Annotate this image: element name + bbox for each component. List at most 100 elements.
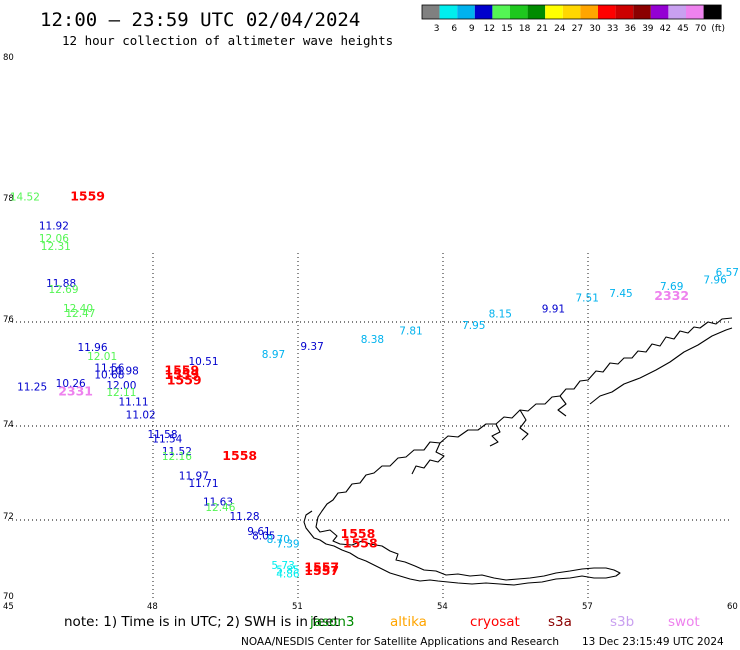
footer-note: note: 1) Time is in UTC; 2) SWH is in fe… [64,614,339,630]
coastline-outer [303,317,733,586]
wave-height-label: 5.73 [271,560,294,572]
cycle-labels: 1559155915591559233123321558155815581557… [58,188,689,578]
matochkin-strait-line [589,327,733,405]
colorbar-swatch [703,5,722,19]
wave-height-label: 12.16 [162,451,192,463]
colorbar-swatch [474,5,493,19]
colorbar-frame [421,4,722,20]
wave-height-label: 11.97 [179,470,209,482]
satellite-legend-jason3: jason3 [309,614,354,630]
colorbar-label: 24 [554,24,566,34]
cycle-label: 2331 [58,384,93,399]
colorbar-swatch [422,5,440,19]
wave-height-label: 7.39 [276,538,299,550]
satellite-legend-s3a: s3a [548,614,572,630]
lat-tick-78: 78 [3,194,14,204]
wave-height-label: 10.98 [109,366,139,378]
bay-outline-1 [411,442,445,475]
wave-height-label: 12.69 [48,284,78,296]
wave-height-label: 12.40 [63,303,93,315]
wave-height-label: 8.38 [361,334,384,346]
satellite-legend-cryosat: cryosat [470,614,520,630]
cycle-label: 1558 [341,526,376,541]
colorbar-swatch [562,5,581,19]
wave-height-label: 12.01 [87,351,117,363]
wave-height-label: 11.52 [162,446,192,458]
cycle-label: 1559 [164,363,199,378]
colorbar-swatch [615,5,634,19]
cycle-label: 1559 [167,373,202,388]
lon-tick-48: 48 [147,602,158,612]
colorbar-swatch [598,5,616,19]
wave-height-label: 11.11 [118,397,148,409]
colorbar-label: 12 [484,24,495,34]
wave-height-label: 4.86 [276,568,300,580]
satellite-legend: jason3 altika cryosat s3a s3b swot [309,614,700,630]
lat-tick-74: 74 [3,420,14,430]
wave-height-label: 5.85 [276,565,299,577]
wave-height-label: 10.26 [56,378,86,390]
wave-height-label: 9.37 [300,341,323,353]
wave-height-label: 7.95 [462,320,485,332]
colorbar-label: 45 [677,24,688,34]
cycle-label: 1557 [304,560,339,575]
colorbar-label: 42 [660,24,671,34]
colorbar-swatch [580,5,598,19]
colorbar-label: 39 [642,24,654,34]
wave-height-label: 8.70 [267,534,290,546]
bay-outline-2 [519,409,529,441]
lat-tick-76: 76 [3,315,14,325]
cycle-label: 1559 [70,188,105,203]
colorbar-label: 30 [589,24,601,34]
wave-height-label: 9.61 [247,526,270,538]
colorbar-label: 15 [501,24,512,34]
colorbar-label: 6 [451,24,457,34]
wave-height-label: 10.51 [188,356,218,368]
wave-height-label: 11.25 [17,381,47,393]
colorbar-label: 3 [434,24,440,34]
wave-height-label: 7.81 [399,326,422,338]
lat-tick-72: 72 [3,512,14,522]
wave-height-label: 11.28 [229,511,259,523]
colorbar-swatch [650,5,669,19]
cycle-label: 1558 [343,535,378,550]
wave-height-label: 11.58 [147,429,177,441]
cycle-label: 1558 [222,448,257,463]
wave-height-label: 11.56 [94,363,124,375]
satellite-legend-altika: altika [390,614,427,630]
wave-height-label: 7.96 [703,274,727,286]
novaya-zemlya-coastline [303,317,733,586]
colorbar-label: 33 [607,24,618,34]
colorbar-label: 36 [624,24,636,34]
wave-height-label: 12.11 [106,387,136,399]
colorbar-swatch [668,5,686,19]
wave-height-label: 8.05 [252,531,275,543]
colorbar-swatch [633,5,651,19]
colorbar-label: 21 [536,24,547,34]
credit-line: NOAA/NESDIS Center for Satellite Applica… [241,636,559,648]
wave-height-label: 11.02 [126,410,156,422]
satellite-legend-s3b: s3b [610,614,634,630]
wave-height-label: 12.46 [205,502,235,514]
colorbar-label: 70 [695,24,707,34]
lon-tick-54: 54 [437,602,448,612]
map-subtitle: 12 hour collection of altimeter wave hei… [62,33,393,48]
wave-height-label: 12.06 [39,233,69,245]
cycle-label: 1559 [164,367,199,382]
lat-tick-80: 80 [3,53,14,63]
satellite-legend-swot: swot [668,614,700,630]
wave-height-label: 12.47 [65,308,95,320]
colorbar-swatch [686,5,704,19]
wave-height-label: 7.45 [609,288,632,300]
wave-height-label: 10.68 [94,369,124,381]
map-grid [8,253,732,598]
wave-height-label: 12.00 [106,380,136,392]
wave-height-label: 7.69 [660,281,683,293]
wave-height-label: 11.88 [46,278,76,290]
wave-height-label: 8.15 [489,309,512,321]
colorbar-swatch [457,5,475,19]
wave-height-label: 14.52 [10,191,40,203]
lon-tick-51: 51 [292,602,303,612]
